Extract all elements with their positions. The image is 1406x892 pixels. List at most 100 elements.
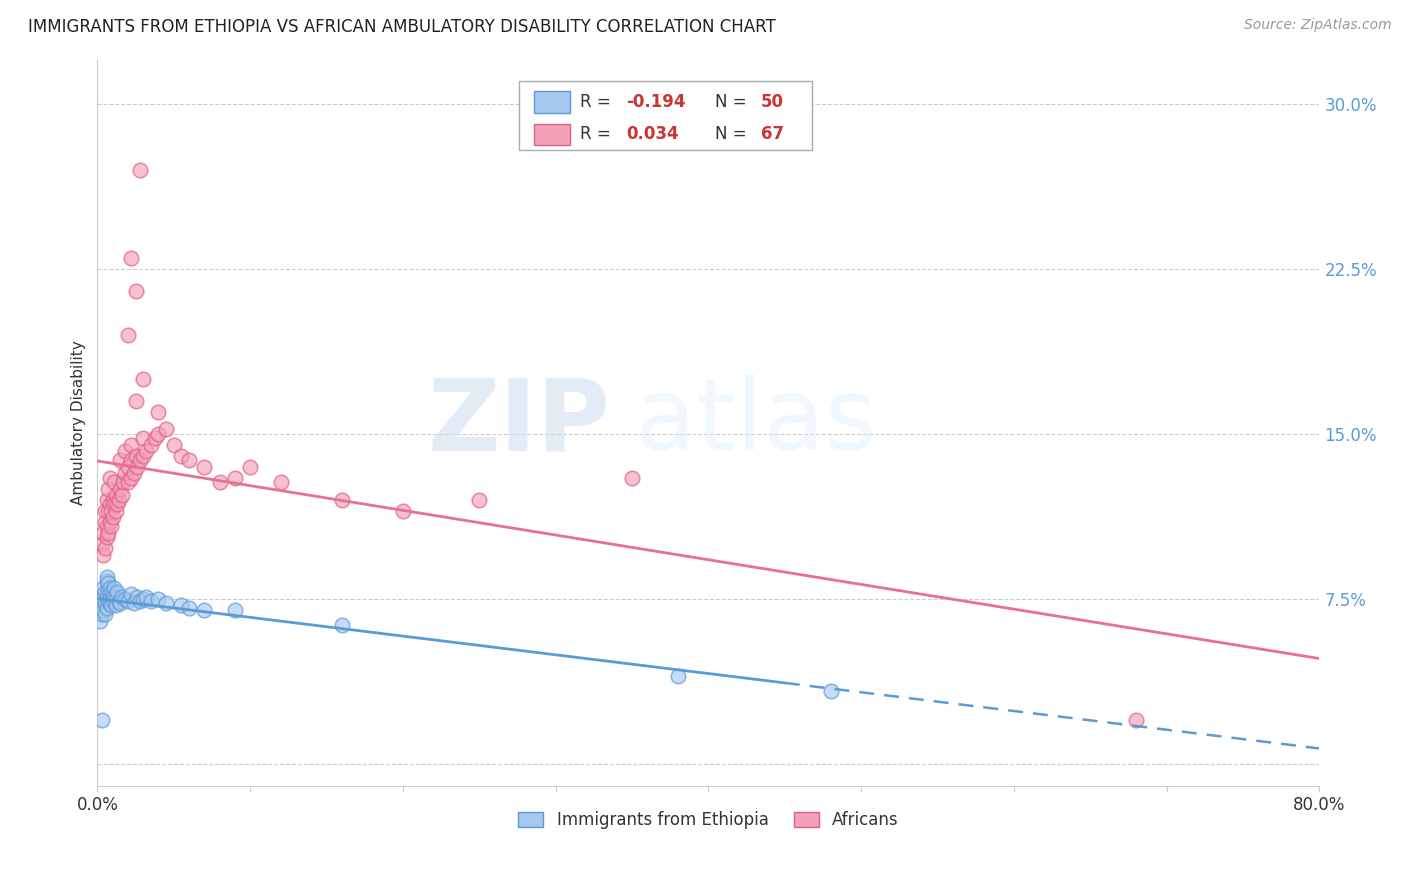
Point: [105, 497, 128, 511]
Point: [125, 459, 148, 474]
Point: [100, 519, 122, 533]
Point: [125, 590, 148, 604]
FancyBboxPatch shape: [534, 91, 571, 112]
Point: [129, 453, 152, 467]
Point: [112, 475, 135, 489]
Point: [96, 570, 118, 584]
Point: [89, 614, 111, 628]
Point: [129, 594, 152, 608]
Point: [111, 590, 134, 604]
Point: [120, 587, 142, 601]
Point: [97, 525, 120, 540]
Point: [621, 471, 644, 485]
Point: [101, 510, 124, 524]
Point: [117, 459, 139, 474]
Point: [122, 596, 145, 610]
Text: 67: 67: [761, 126, 785, 144]
Point: [330, 492, 353, 507]
Point: [103, 590, 125, 604]
Point: [224, 603, 246, 617]
Point: [101, 594, 124, 608]
Point: [120, 438, 142, 452]
FancyBboxPatch shape: [534, 123, 571, 145]
Point: [148, 426, 170, 441]
Point: [98, 515, 121, 529]
Point: [100, 599, 122, 613]
Text: R =: R =: [581, 126, 616, 144]
Point: [193, 603, 215, 617]
Point: [820, 684, 842, 698]
Point: [100, 504, 122, 518]
Point: [97, 576, 120, 591]
Point: [104, 591, 127, 606]
Point: [90, 607, 112, 622]
Point: [132, 431, 155, 445]
Point: [1125, 713, 1147, 727]
Point: [98, 596, 121, 610]
Point: [94, 515, 117, 529]
Point: [93, 525, 115, 540]
Point: [330, 618, 353, 632]
Point: [96, 590, 118, 604]
Point: [90, 713, 112, 727]
Text: ZIP: ZIP: [427, 374, 610, 471]
Y-axis label: Ambulatory Disability: Ambulatory Disability: [72, 341, 86, 505]
Point: [124, 449, 146, 463]
FancyBboxPatch shape: [519, 81, 813, 151]
Point: [135, 590, 157, 604]
Text: IMMIGRANTS FROM ETHIOPIA VS AFRICAN AMBULATORY DISABILITY CORRELATION CHART: IMMIGRANTS FROM ETHIOPIA VS AFRICAN AMBU…: [28, 18, 776, 36]
Point: [96, 600, 118, 615]
Point: [101, 587, 124, 601]
Point: [666, 669, 689, 683]
Text: N =: N =: [714, 126, 751, 144]
Legend: Immigrants from Ethiopia, Africans: Immigrants from Ethiopia, Africans: [512, 805, 905, 836]
Point: [114, 467, 136, 481]
Point: [110, 482, 132, 496]
Point: [94, 541, 117, 555]
Point: [139, 438, 162, 452]
Point: [239, 459, 262, 474]
Point: [177, 453, 200, 467]
Point: [97, 482, 120, 496]
Point: [145, 431, 167, 445]
Point: [98, 497, 121, 511]
Point: [117, 594, 139, 608]
Point: [103, 581, 125, 595]
Point: [96, 519, 118, 533]
Point: [107, 594, 129, 608]
Point: [170, 599, 193, 613]
Point: [117, 475, 139, 489]
Point: [124, 393, 146, 408]
Point: [170, 449, 193, 463]
Point: [193, 459, 215, 474]
Text: 50: 50: [761, 93, 785, 111]
Point: [177, 600, 200, 615]
Point: [103, 475, 125, 489]
Text: Source: ZipAtlas.com: Source: ZipAtlas.com: [1244, 18, 1392, 32]
Point: [101, 492, 124, 507]
Text: atlas: atlas: [636, 374, 877, 471]
Point: [97, 594, 120, 608]
Point: [148, 591, 170, 606]
Point: [94, 585, 117, 599]
Point: [97, 582, 120, 597]
Text: 0.034: 0.034: [627, 126, 679, 144]
Point: [97, 504, 120, 518]
Point: [105, 585, 128, 599]
Point: [90, 537, 112, 551]
Point: [114, 591, 136, 606]
Point: [148, 405, 170, 419]
Point: [392, 504, 415, 518]
Point: [124, 284, 146, 298]
Point: [132, 449, 155, 463]
Point: [98, 471, 121, 485]
Point: [122, 467, 145, 481]
Point: [468, 492, 491, 507]
Point: [104, 504, 127, 518]
Point: [208, 475, 231, 489]
Point: [90, 599, 112, 613]
Point: [107, 492, 129, 507]
Text: -0.194: -0.194: [627, 93, 686, 111]
Point: [93, 603, 115, 617]
Point: [94, 504, 117, 518]
